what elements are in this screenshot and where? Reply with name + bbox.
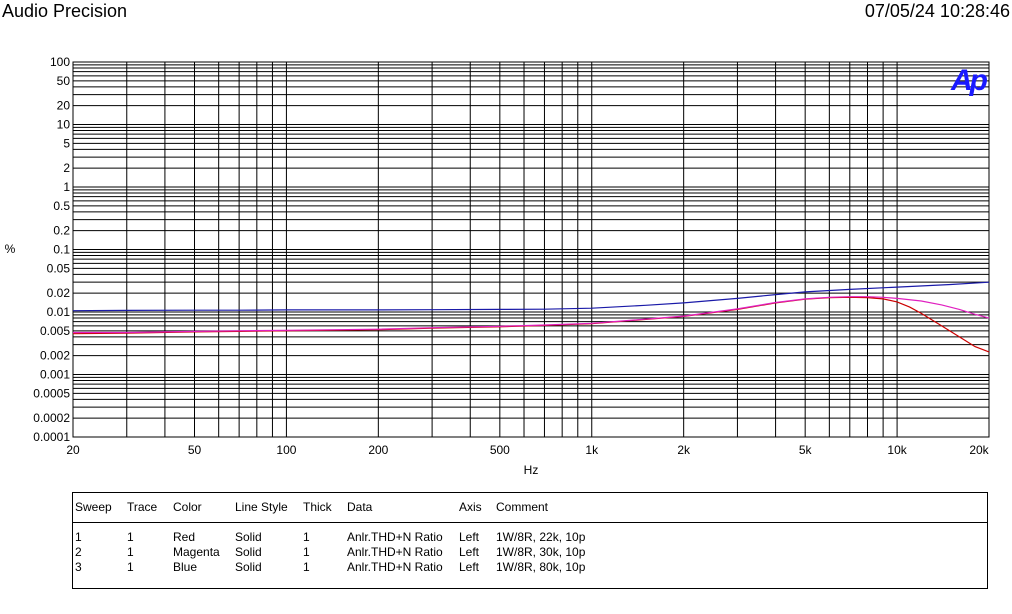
legend-header-sweep: Sweep [75,500,112,514]
y-tick-label: 0.002 [40,349,70,363]
legend-header-row: Sweep Trace Color Line Style Thick Data … [73,500,987,515]
y-tick-label: 20 [57,99,71,113]
x-tick-label: 10k [887,443,907,457]
legend-cell: Red [173,530,196,544]
y-tick-label: 0.5 [53,199,70,213]
legend-header-trace: Trace [127,500,158,514]
x-tick-label: 2k [677,443,691,457]
legend-cell: 3 [75,560,82,574]
y-tick-label: 0.1 [53,243,70,257]
legend-cell: Blue [173,560,198,574]
y-tick-label: 1 [63,180,70,194]
y-tick-label: 2 [63,161,70,175]
y-tick-label: 10 [57,118,71,132]
x-tick-label: 20 [66,443,80,457]
y-tick-label: 0.0001 [33,430,70,444]
y-tick-label: 0.2 [53,224,70,238]
y-tick-label: 50 [57,74,71,88]
series-line-2 [73,296,990,334]
legend-cell: Anlr.THD+N Ratio [347,560,443,574]
legend-cell: 1 [75,530,82,544]
y-tick-labels: 100 50 20 10 5 2 1 0.5 0.2 0.1 0.05 0.02 0.01 0.005 0.… [33,55,70,444]
y-tick-label: 0.01 [47,305,71,319]
x-tick-label: 200 [368,443,388,457]
y-tick-label: 0.001 [40,368,70,382]
x-tick-label: 1k [585,443,599,457]
legend-cell: Left [459,530,480,544]
legend-cell: 1 [127,530,134,544]
legend-cell: Left [459,545,480,559]
legend-cell: 1W/8R, 80k, 10p [496,560,586,574]
x-tick-label: 500 [490,443,510,457]
legend-header-axis: Axis [459,500,482,514]
legend-cell: 1 [127,560,134,574]
legend-table: Sweep Trace Color Line Style Thick Data … [72,492,988,589]
app-title: Audio Precision [2,1,128,21]
legend-header-data: Data [347,500,373,514]
y-tick-label: 5 [63,136,70,150]
y-axis-label: % [5,242,16,256]
data-series [72,281,990,353]
legend-cell: 1 [127,545,134,559]
x-tick-label: 5k [799,443,813,457]
legend-row: 1 1 Red Solid 1 Anlr.THD+N Ratio Left 1W… [73,530,987,545]
x-tick-label: 20k [969,443,989,457]
legend-cell: 1W/8R, 22k, 10p [496,530,586,544]
y-tick-label: 0.005 [40,324,70,338]
grid-lines [73,62,989,437]
legend-cell: Left [459,560,480,574]
legend-row: 2 1 Magenta Solid 1 Anlr.THD+N Ratio Lef… [73,545,987,560]
legend-cell: 1 [303,530,310,544]
y-tick-label: 100 [50,55,70,69]
legend-header-line-style: Line Style [235,500,288,514]
y-tick-label: 0.02 [47,286,71,300]
legend-cell: Solid [235,545,262,559]
x-tick-label: 100 [276,443,296,457]
y-tick-label: 0.05 [47,261,71,275]
legend-row: 3 1 Blue Solid 1 Anlr.THD+N Ratio Left 1… [73,560,987,575]
legend-header-comment: Comment [496,500,549,514]
timestamp: 07/05/24 10:28:46 [864,1,1010,21]
legend-divider [73,522,987,523]
y-tick-label: 0.0002 [33,411,70,425]
legend-cell: Solid [235,560,262,574]
legend-cell: 1 [303,545,310,559]
thd-chart: 100 50 20 10 5 2 1 0.5 0.2 0.1 0.05 0.02 0.01 0.005 0.… [5,55,991,477]
x-axis-label: Hz [524,463,539,477]
y-tick-label: 0.0005 [33,386,70,400]
legend-cell: Solid [235,530,262,544]
legend-cell: 1 [303,560,310,574]
series-line-3 [72,281,990,312]
legend-cell: 1W/8R, 30k, 10p [496,545,586,559]
legend-cell: Anlr.THD+N Ratio [347,545,443,559]
legend-cell: Anlr.THD+N Ratio [347,530,443,544]
legend-header-thick: Thick [303,500,332,514]
legend-cell: 2 [75,545,82,559]
x-tick-label: 50 [188,443,202,457]
legend-header-color: Color [173,500,202,514]
legend-cell: Magenta [173,545,220,559]
ap-logo: Ap [950,64,988,97]
x-tick-labels: 20 50 100 200 500 1k 2k 5k 10k 20k [66,443,989,457]
